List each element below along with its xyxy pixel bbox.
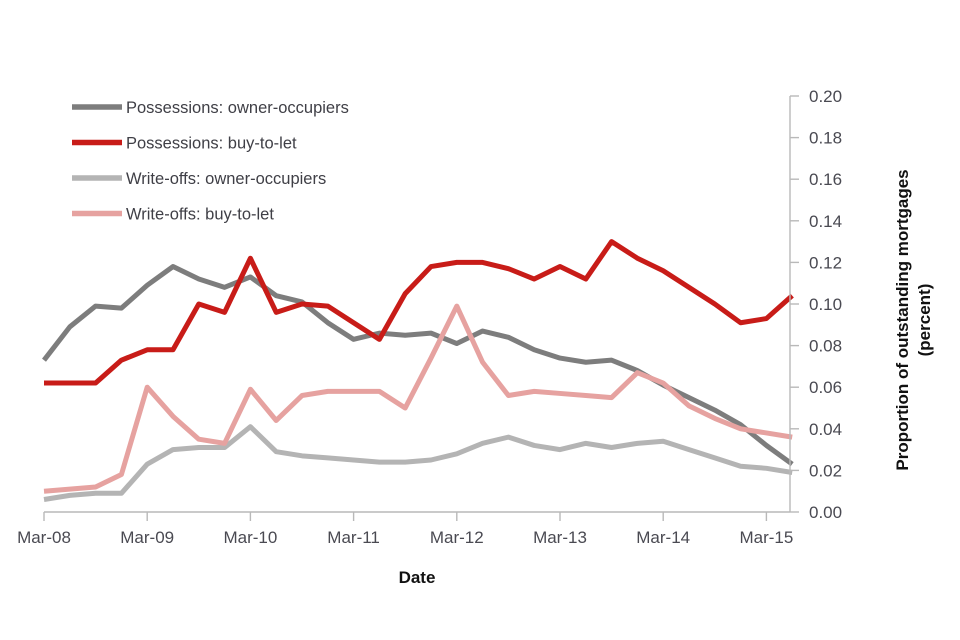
plot-area [42, 239, 794, 502]
y-tick-label: 0.00 [809, 503, 842, 522]
x-axis: Mar-08 Mar-09 Mar-10 Mar-11 Mar-12 Mar-13 Mar-… [17, 511, 793, 547]
y-axis-title-line1: Proportion of outstanding mortgages [893, 169, 912, 470]
y-tick-label: 0.10 [809, 295, 842, 314]
legend-item[interactable]: Write-offs: owner-occupiers [72, 170, 326, 188]
y-tick-label: 0.02 [809, 461, 842, 480]
y-tick-label: 0.18 [809, 129, 842, 148]
y-tick-label: 0.12 [809, 253, 842, 272]
x-tick-label: Mar-10 [223, 528, 277, 547]
y-tick-label: 0.14 [809, 212, 842, 231]
x-axis-title: Date [399, 568, 436, 587]
y-tick-label: 0.16 [809, 170, 842, 189]
x-tick-label: Mar-11 [327, 528, 380, 547]
legend-label: Write-offs: owner-occupiers [126, 170, 326, 188]
x-tick-label: Mar-08 [17, 528, 71, 547]
legend-label: Write-offs: buy-to-let [126, 206, 274, 224]
legend-label: Possessions: buy-to-let [126, 135, 297, 153]
y-tick-label: 0.08 [809, 337, 842, 356]
series-line-3 [43, 303, 793, 494]
y-tick-label: 0.04 [809, 420, 842, 439]
series-line-1 [44, 239, 794, 386]
chart-legend: Possessions: owner-occupiers Possessions:… [72, 99, 349, 224]
x-tick-label: Mar-12 [430, 528, 484, 547]
x-tick-label: Mar-09 [120, 528, 174, 547]
y-axis: 0.00 0.02 0.04 0.06 0.08 0.10 0.12 0.14 0.16 0.18… [789, 87, 842, 522]
y-axis-title-line2: (percent) [915, 284, 934, 357]
y-tick-label: 0.20 [809, 87, 842, 106]
series-line-2 [43, 424, 793, 502]
legend-item[interactable]: Possessions: owner-occupiers [72, 99, 349, 117]
x-tick-label: Mar-13 [533, 528, 587, 547]
x-tick-label: Mar-15 [739, 528, 793, 547]
legend-item[interactable]: Write-offs: buy-to-let [72, 206, 274, 224]
y-tick-label: 0.06 [809, 378, 842, 397]
x-tick-label: Mar-14 [636, 528, 690, 547]
legend-label: Possessions: owner-occupiers [126, 99, 349, 117]
legend-item[interactable]: Possessions: buy-to-let [72, 135, 297, 153]
